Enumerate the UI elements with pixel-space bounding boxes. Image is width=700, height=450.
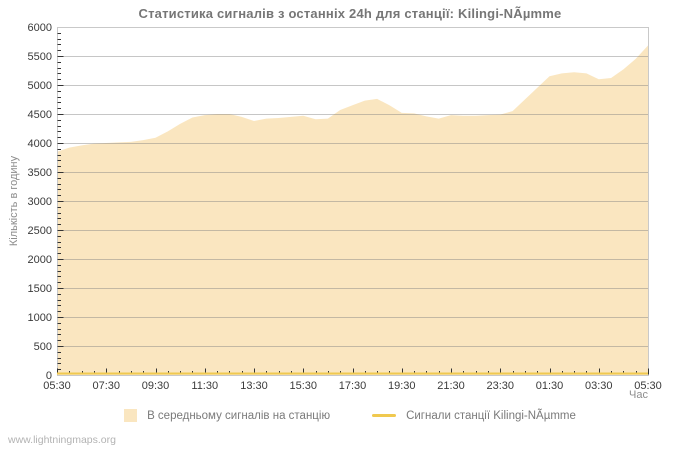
chart-title: Статистика сигналів з останніх 24h для с…	[138, 6, 562, 21]
svg-text:2000: 2000	[28, 254, 52, 266]
svg-text:11:30: 11:30	[191, 380, 218, 392]
svg-text:21:30: 21:30	[437, 380, 465, 392]
svg-text:05:30: 05:30	[634, 380, 662, 392]
svg-text:23:30: 23:30	[486, 380, 514, 392]
legend-item-average: В середньому сигналів на станцію	[124, 409, 330, 422]
svg-text:07:30: 07:30	[92, 380, 120, 392]
svg-text:2500: 2500	[28, 225, 52, 237]
svg-text:3500: 3500	[28, 167, 52, 179]
svg-text:1000: 1000	[28, 312, 52, 324]
svg-text:13:30: 13:30	[240, 380, 268, 392]
area-swatch-icon	[124, 409, 138, 422]
svg-text:09:30: 09:30	[142, 380, 170, 392]
svg-text:1500: 1500	[28, 283, 52, 295]
svg-text:6000: 6000	[28, 22, 52, 34]
signals-area-chart: 0 500 1000 1500 2000 2500 3000 3500 4000 4500 5000…	[28, 22, 662, 392]
svg-text:5500: 5500	[28, 51, 52, 63]
svg-text:19:30: 19:30	[388, 380, 416, 392]
legend-label-station: Сигнали станції Kilingi-NÃµmme	[406, 409, 576, 422]
legend-label-average: В середньому сигналів на станцію	[147, 409, 331, 422]
line-swatch-icon	[372, 414, 397, 417]
svg-text:05:30: 05:30	[43, 380, 71, 392]
chart-legend: В середньому сигналів на станцію Сигнали…	[0, 409, 700, 422]
watermark-link[interactable]: www.lightningmaps.org	[8, 434, 116, 446]
svg-text:500: 500	[34, 341, 52, 353]
svg-text:15:30: 15:30	[289, 380, 317, 392]
svg-text:17:30: 17:30	[339, 380, 367, 392]
svg-text:4000: 4000	[28, 138, 52, 150]
svg-text:3000: 3000	[28, 196, 52, 208]
x-axis-label: Час	[629, 389, 648, 401]
svg-text:0: 0	[46, 370, 52, 382]
svg-text:03:30: 03:30	[585, 380, 613, 392]
svg-text:4500: 4500	[28, 109, 52, 121]
legend-item-station: Сигнали станції Kilingi-NÃµmme	[372, 410, 576, 422]
svg-text:01:30: 01:30	[536, 380, 564, 392]
svg-text:5000: 5000	[28, 80, 52, 92]
